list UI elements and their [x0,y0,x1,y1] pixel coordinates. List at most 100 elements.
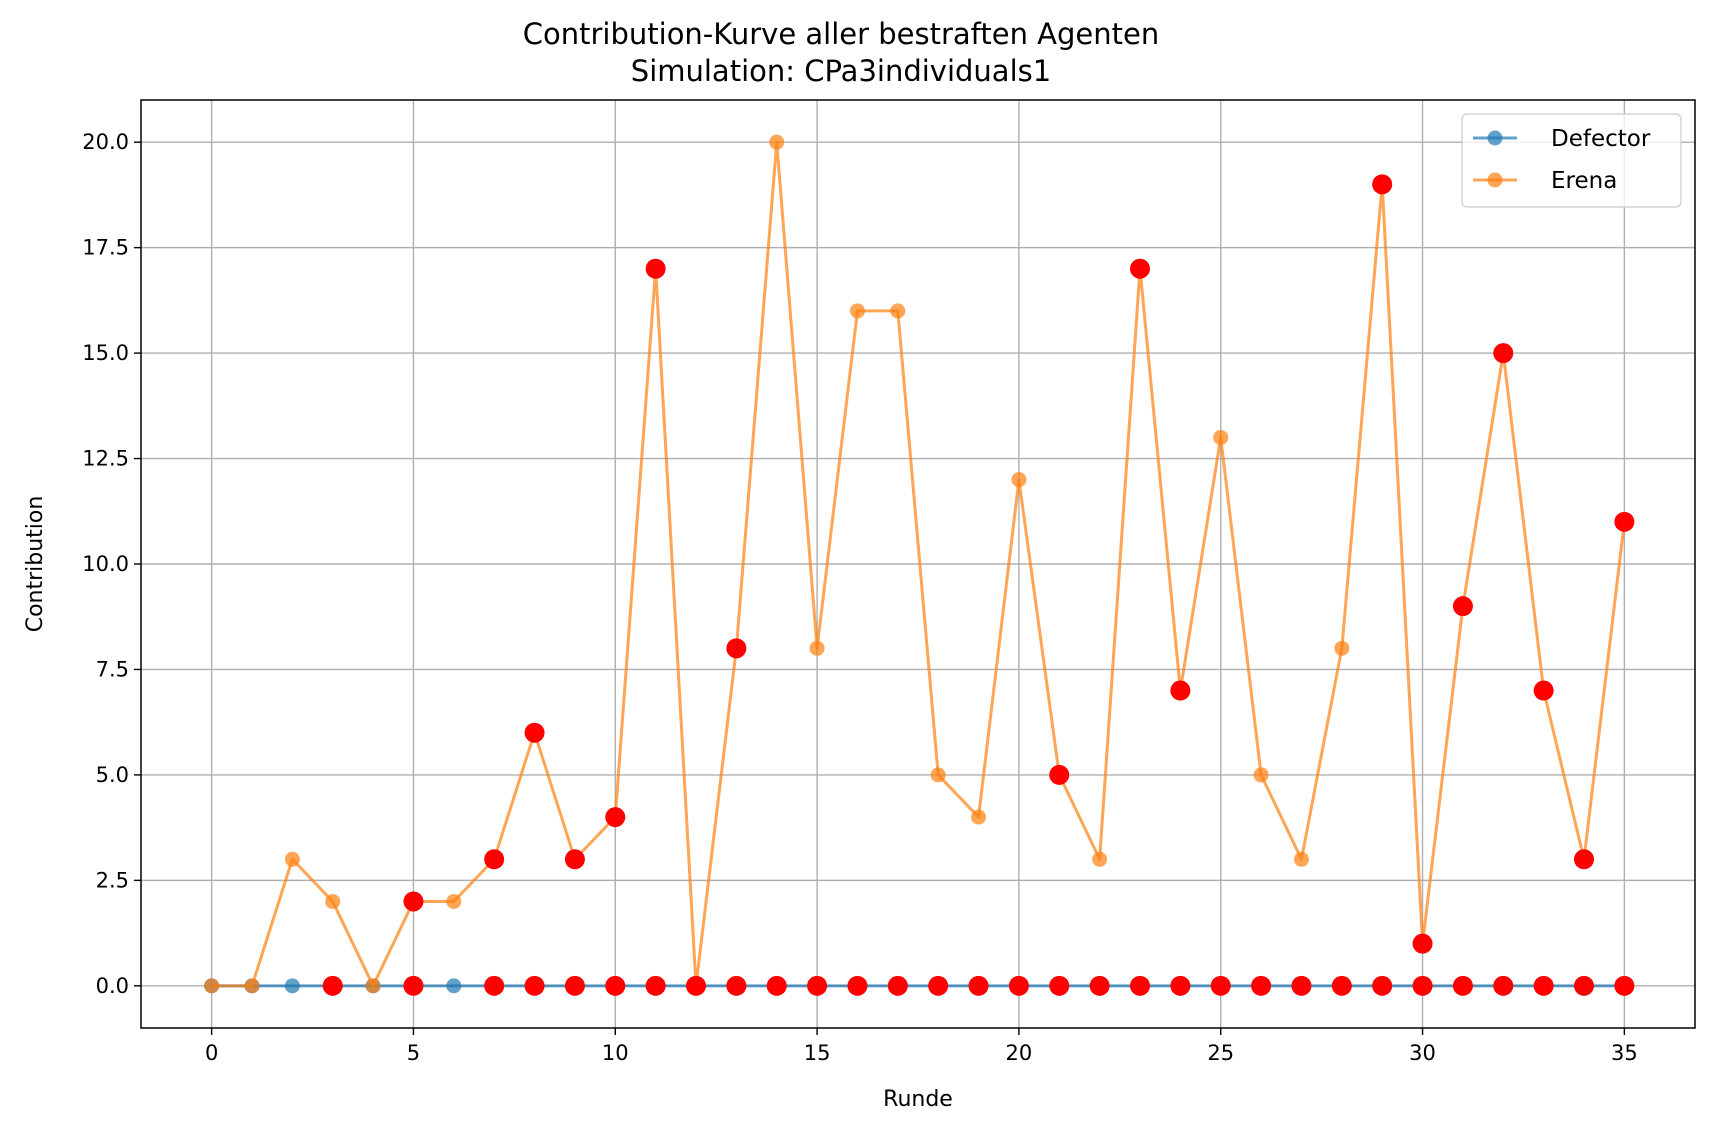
punished-marker [645,258,666,279]
punished-marker [564,849,585,870]
punished-marker [1533,975,1554,996]
punished-marker [726,975,747,996]
punished-marker [1533,680,1554,701]
data-point [849,303,865,319]
punished-marker [1574,975,1594,996]
data-point [890,303,906,319]
punished-marker [726,638,747,659]
punished-marker [524,975,545,996]
punished-marker [1008,975,1029,996]
x-tick-label: 20 [1006,1041,1033,1065]
y-tick-label: 2.5 [96,868,129,892]
legend-marker [1487,130,1503,146]
x-tick-label: 25 [1207,1041,1234,1065]
punished-marker [1170,680,1191,701]
punished-marker [1493,975,1514,996]
y-tick-label: 7.5 [96,657,129,681]
data-point [1293,851,1309,867]
data-point [1213,429,1229,445]
punished-marker [1452,975,1473,996]
punished-marker [1452,596,1473,617]
punished-marker [1130,975,1150,996]
x-axis-ticks: 0 5 10 15 20 25 30 35 [205,1028,1638,1065]
punished-marker [322,975,343,996]
punished-marker [1210,975,1231,996]
grid [141,100,1695,1028]
legend-label: Erena [1551,168,1617,194]
punished-marker [524,722,545,743]
legend-marker [1487,172,1503,188]
data-point [971,809,987,825]
punished-marker [645,975,666,996]
punished-marker [1614,511,1635,532]
punished-marker [1170,975,1191,996]
punished-marker [1372,174,1393,195]
plot-frame [140,99,1696,1029]
data-point [1011,472,1027,488]
data-point [809,640,825,656]
punished-marker [686,975,706,996]
y-tick-label: 15.0 [82,341,129,365]
punished-marker [1493,343,1514,364]
data-point [1334,640,1350,656]
x-tick-label: 5 [407,1041,420,1065]
punished-marker [1412,975,1433,996]
data-point [930,767,946,783]
punished-marker [928,975,949,996]
legend-entry-defector: Defector [1473,126,1651,152]
punished-marker [1049,764,1070,785]
x-tick-label: 35 [1611,1041,1638,1065]
data-point [769,134,785,150]
punished-marker [1372,975,1393,996]
y-tick-label: 12.5 [82,447,129,471]
y-axis-ticks: 0.0 2.5 5.0 7.5 10.0 12.5 15.0 17.5 20.0 [82,130,141,998]
punished-marker [484,975,505,996]
x-tick-label: 30 [1409,1041,1436,1065]
y-tick-label: 5.0 [96,763,129,787]
punished-marker [1130,258,1150,279]
data-point [365,978,381,994]
y-tick-label: 10.0 [82,552,129,576]
punished-marker [1331,975,1352,996]
punished-marker [403,975,424,996]
punished-marker [1291,975,1312,996]
x-tick-label: 10 [602,1041,629,1065]
punished-marker [968,975,989,996]
punished-marker [1412,933,1433,954]
punished-marker [403,891,424,912]
data-point [446,893,462,909]
chart-subtitle: Simulation: CPa3individuals1 [631,54,1051,88]
data-point [325,893,341,909]
punished-markers-layer [322,174,1635,996]
legend-entry-erena: Erena [1473,168,1617,194]
punished-marker [564,975,585,996]
data-point [284,978,300,994]
punished-marker [1049,975,1070,996]
legend: Defector Erena [1461,113,1682,208]
data-point [284,851,300,867]
y-axis-label: Contribution [23,496,48,633]
punished-marker [847,975,868,996]
punished-marker [1089,975,1110,996]
data-point [204,978,220,994]
punished-marker [605,807,626,828]
x-tick-label: 0 [205,1041,218,1065]
punished-marker [1574,849,1594,870]
punished-marker [766,975,787,996]
y-tick-label: 17.5 [82,236,129,260]
punished-marker [605,975,626,996]
y-tick-label: 0.0 [96,974,129,998]
punished-marker [484,849,505,870]
data-point [1092,851,1108,867]
y-tick-label: 20.0 [82,130,129,154]
x-axis-label: Runde [883,1087,953,1112]
punished-marker [887,975,908,996]
data-point [244,978,260,994]
data-point [446,978,462,994]
chart-title: Contribution-Kurve aller bestraften Agen… [523,17,1160,51]
legend-label: Defector [1551,126,1651,152]
punished-marker [1251,975,1272,996]
punished-marker [807,975,828,996]
